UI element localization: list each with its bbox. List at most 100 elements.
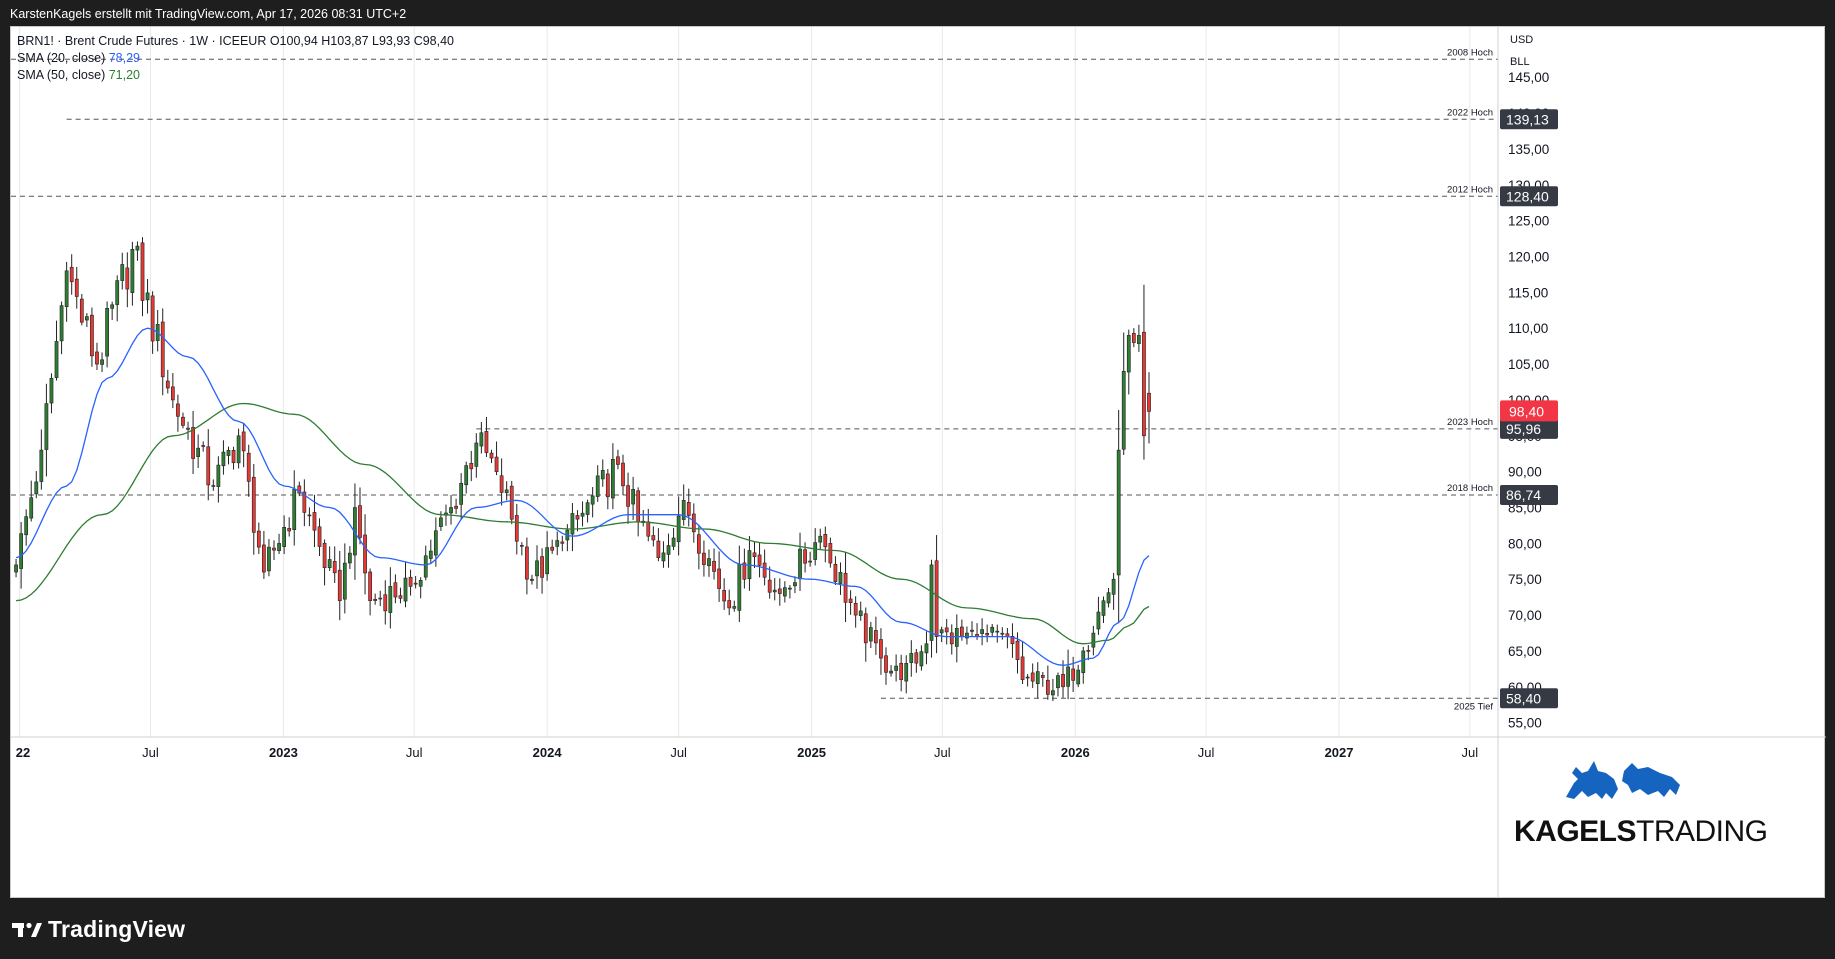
sma20-value: 78,29 [108,51,140,65]
kagels-regular: TRADING [1636,815,1768,848]
candle-body [798,548,802,580]
level-price-tag-bg [1500,109,1558,130]
level-price-tag: 139,13 [1506,111,1549,127]
sma20-legend[interactable]: SMA (20, close) 78,29 [17,50,454,67]
x-tick-label: Jul [406,745,423,760]
candle-body [793,582,797,587]
level-price-tag: 128,40 [1506,188,1549,204]
attribution-text: KarstenKagels erstellt mit TradingView.c… [10,7,407,21]
candle-body [707,558,711,567]
x-tick-label: Jul [142,745,159,760]
candle-body [929,564,934,641]
candle-body [696,534,701,554]
axes[interactable]: 22 Jul 2023 Jul 2024 Jul 2025 Jul 2026 Jul 2027 Jul… [11,27,1826,899]
price-tags: 139,13 128,40 95,96 86,74 58,40 98,40 [1500,109,1558,709]
candle-body [19,533,23,569]
candle-body [919,651,924,667]
candle-body [221,451,226,467]
candle-body [206,446,211,486]
candle-body [1061,674,1065,688]
footer-bar: TradingView [0,898,1835,959]
candle-body [74,278,79,297]
candle-body [342,562,347,600]
candle-body [69,266,74,283]
candle-body [398,595,403,599]
candle-body [433,530,438,556]
currency-label[interactable]: USD [1510,34,1533,46]
y-tick-label: 80,00 [1508,536,1542,551]
candle-body [90,314,94,357]
y-tick-label: 55,00 [1508,716,1542,731]
candle-body [499,475,504,493]
candle-body [170,386,175,401]
sma50-legend[interactable]: SMA (50, close) 71,20 [17,67,454,84]
candle-body [934,560,939,637]
candle-body [464,465,469,486]
x-tick-label: Jul [934,745,951,760]
level-price-tag-bg [1500,418,1558,439]
y-tick-label: 135,00 [1508,142,1549,157]
unit-label[interactable]: BLL [1510,56,1530,68]
candle-body [600,469,605,480]
tradingview-logo[interactable]: TradingView [12,916,185,943]
candle-body [580,512,585,517]
candle-body [241,431,246,452]
level-label: 2008 Hoch [1447,47,1493,58]
chart-legend: BRN1! · Brent Crude Futures · 1W · ICEEU… [17,33,454,84]
candle-body [1071,668,1076,681]
x-tick-label: 2023 [269,745,298,760]
candle-body [484,431,489,453]
candle-body [1010,635,1015,645]
candle-body [165,380,170,389]
level-lines: 2008 Hoch 2022 Hoch 2012 Hoch 2023 Hoch 2018… [11,47,1498,712]
candle-body [722,590,727,602]
x-tick-label: Jul [1198,745,1215,760]
x-tick-label: Jul [1462,745,1479,760]
candle-body [985,633,990,636]
price-chart[interactable]: 2008 Hoch 2022 Hoch 2012 Hoch 2023 Hoch 2018… [11,27,1826,899]
candle-body [428,550,433,559]
candle-body [1121,370,1126,450]
candle-body [59,305,64,342]
x-tick-label: 2024 [533,745,563,760]
candle-body [24,516,29,536]
candle-body [560,541,565,544]
candle-body [631,488,635,505]
candle-body [712,560,716,572]
candle-body [191,427,195,459]
candle-body [312,512,317,531]
candle-body [79,298,84,323]
symbol-line[interactable]: BRN1! · Brent Crude Futures · 1W · ICEEU… [17,34,455,48]
y-tick-label: 125,00 [1508,214,1549,229]
candle-body [160,321,165,378]
x-tick-label: 2026 [1061,745,1090,760]
candle-body [231,450,236,464]
candle-body [762,562,767,578]
candle-body [904,663,909,682]
candle-body [595,475,600,497]
candle-body [646,521,651,537]
x-tick-label: 22 [16,745,30,760]
candle-body [1126,335,1131,373]
candle-body [302,491,307,513]
candle-body [671,537,676,547]
sma50-value: 71,20 [108,68,140,82]
candle-body [44,403,49,450]
chart-frame[interactable]: 2008 Hoch 2022 Hoch 2012 Hoch 2023 Hoch 2018… [10,26,1826,899]
sma20-label: SMA (20, close) [17,51,106,65]
candle-body [297,485,302,494]
level-label: 2022 Hoch [1447,107,1493,118]
candle-body [105,308,109,357]
candle-body [201,445,206,447]
candle-body [884,655,888,673]
candle-body [64,270,69,307]
level-price-tag-bg [1500,485,1558,506]
candle-body [616,456,620,465]
level-label: 2025 Tief [1454,701,1493,712]
candle-body [1086,649,1091,652]
candle-body [29,497,34,519]
candle-body [1147,392,1151,412]
candle-body [1111,578,1116,595]
candle-body [267,546,271,572]
candle-body [216,464,221,487]
